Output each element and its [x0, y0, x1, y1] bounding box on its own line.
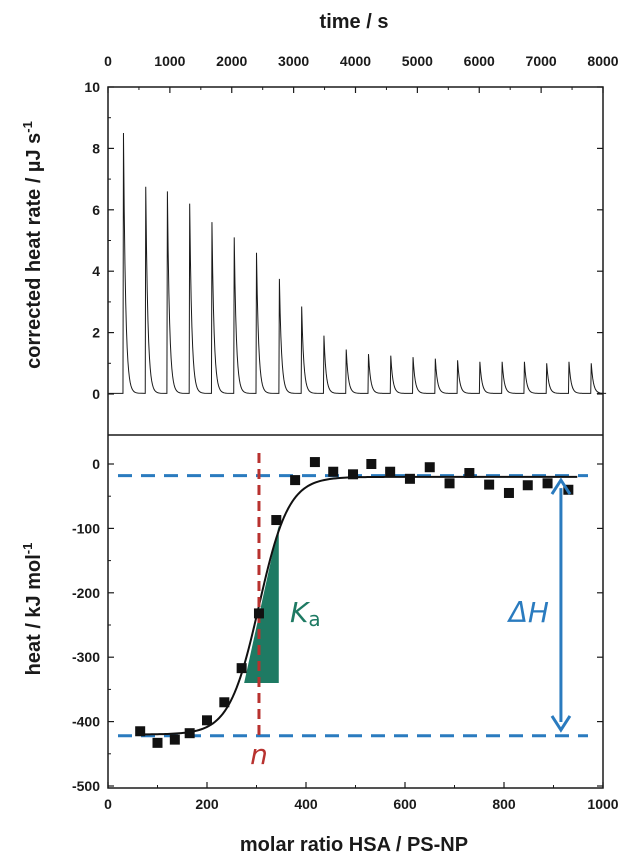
bottom-x-tick-label: 800: [492, 796, 516, 812]
data-point: [219, 697, 230, 708]
data-point: [202, 715, 212, 726]
bottom-y-tick-label: -500: [72, 778, 100, 794]
top-y-tick-label: 10: [84, 79, 100, 95]
data-point: [348, 469, 359, 480]
data-point: [184, 728, 195, 739]
heat-rate-trace: [108, 133, 607, 394]
ka-label: Ka: [290, 596, 321, 631]
ka-triangle: [244, 525, 279, 683]
data-point: [522, 480, 533, 491]
top-x-tick-label: 6000: [464, 53, 495, 69]
top-x-tick-label: 3000: [278, 53, 309, 69]
data-point: [290, 475, 301, 486]
top-x-tick-label: 2000: [216, 53, 247, 69]
data-point: [328, 466, 339, 477]
top-y-axis-title-main: corrected heat rate / µJ s: [23, 133, 45, 369]
data-point: [424, 462, 435, 473]
outer-frame: [107, 86, 604, 789]
top-panel: 0 1000 2000 3000 4000 5000 6000 7000 8000 0 2 4 6 8 10: [84, 53, 618, 402]
bottom-y-tick-label: -200: [72, 585, 100, 601]
top-y-tick-label: 6: [92, 202, 100, 218]
n-label: n: [250, 738, 268, 771]
bottom-x-tick-label: 1000: [587, 796, 618, 812]
top-x-axis-title: time / s: [320, 11, 389, 33]
data-point: [366, 459, 377, 469]
data-point: [253, 608, 264, 619]
delta-h-label: ΔH: [507, 596, 549, 629]
top-x-tick-label: 8000: [587, 53, 618, 69]
ka-label-sub: a: [308, 607, 320, 631]
data-point: [169, 734, 180, 745]
top-y-tick-label: 2: [92, 325, 100, 341]
data-point: [309, 457, 320, 468]
bottom-x-axis-title: molar ratio HSA / PS-NP: [240, 834, 468, 856]
data-point: [404, 473, 415, 484]
data-point: [503, 487, 514, 498]
ka-label-main: K: [290, 596, 311, 629]
bottom-y-axis-title-main: heat / kJ mol: [23, 554, 45, 675]
data-point: [271, 515, 282, 526]
data-point: [542, 478, 553, 489]
bottom-x-tick-label: 200: [195, 796, 219, 812]
bottom-x-tick-label: 600: [393, 796, 417, 812]
data-point: [444, 478, 455, 489]
bottom-y-tick-label: -400: [72, 714, 100, 730]
data-point: [236, 663, 247, 674]
delta-h-arrow-head-top: [550, 477, 572, 495]
bottom-x-tick-label: 0: [104, 796, 112, 812]
top-y-tick-label: 4: [92, 263, 100, 279]
top-y-tick-label: 0: [92, 386, 100, 402]
bottom-y-tick-label: 0: [92, 456, 100, 472]
top-y-axis-title-sup: -1: [20, 121, 35, 133]
bottom-panel: 0 200 400 600 800 1000 0 -100 -200 -300 -400 -500 n K…: [72, 453, 619, 812]
top-y-tick-label: 8: [92, 140, 100, 156]
data-point: [484, 479, 495, 490]
top-x-tick-label: 5000: [402, 53, 433, 69]
bottom-y-tick-label: -100: [72, 520, 100, 536]
data-point: [464, 468, 475, 479]
data-point: [385, 466, 396, 477]
bottom-y-axis-title: heat / kJ mol-1: [20, 543, 45, 676]
top-x-tick-label: 0: [104, 53, 112, 69]
top-x-tick-label: 4000: [340, 53, 371, 69]
bottom-y-axis-title-sup: -1: [20, 543, 35, 555]
bottom-x-tick-label: 400: [294, 796, 318, 812]
plot-frame: [107, 86, 604, 789]
data-point: [135, 726, 146, 737]
top-x-tick-label: 7000: [526, 53, 557, 69]
top-x-tick-label: 1000: [154, 53, 185, 69]
top-y-axis-title: corrected heat rate / µJ s-1: [20, 121, 45, 369]
bottom-y-tick-label: -300: [72, 649, 100, 665]
data-point: [152, 737, 163, 748]
delta-h-arrow-head-bottom: [550, 715, 572, 733]
